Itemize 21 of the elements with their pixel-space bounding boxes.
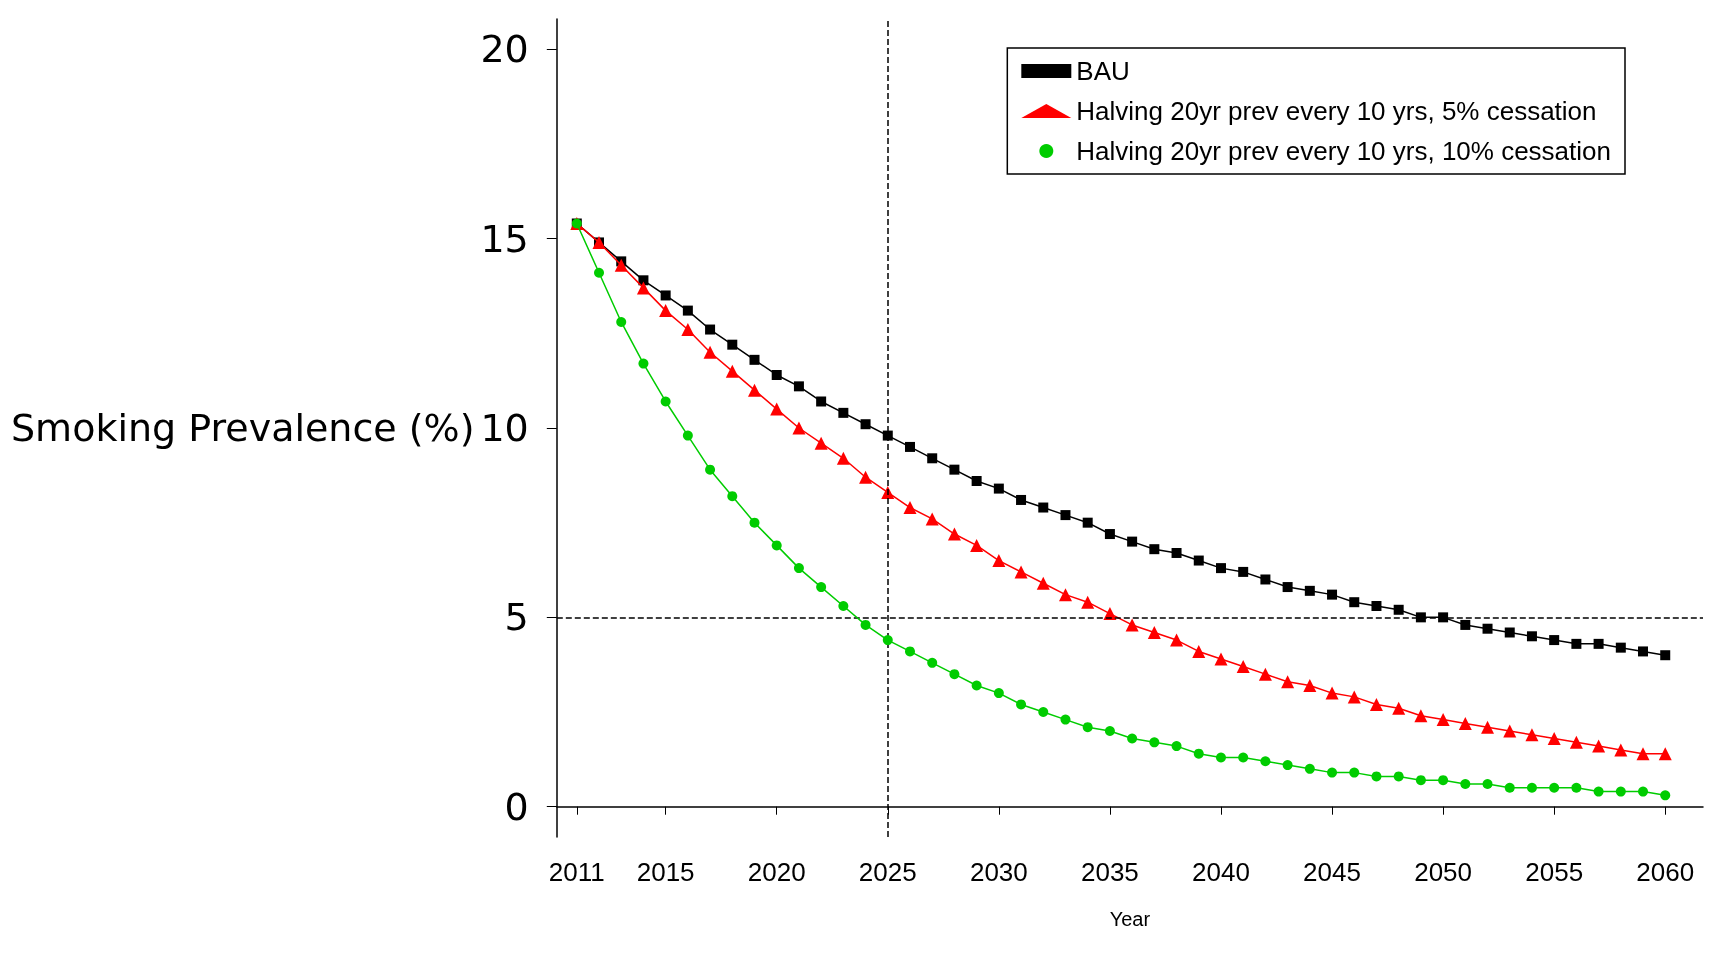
x-tick-label: 2035 [1080,857,1139,887]
x-tick-label: 2045 [1303,857,1361,887]
y-tick-label: 20 [480,27,529,72]
x-tick-label: 2030 [969,857,1028,887]
x-tick-label: 2020 [747,857,806,887]
x-tick-label: 2050 [1414,857,1473,887]
x-tick-label: 2055 [1525,857,1584,887]
y-tick-label: 15 [480,216,529,261]
legend-label: Halving 20yr prev every 10 yrs, 5% cessation [1076,96,1597,126]
x-tick-label: 2015 [636,857,695,887]
y-tick-label: 5 [504,595,529,640]
y-tick-label: 0 [504,784,529,829]
x-tick-label: 2011 [548,857,605,887]
y-tick-label: 10 [480,406,529,450]
legend-label: Halving 20yr prev every 10 yrs, 10% cessation [1076,136,1612,166]
x-tick-label: 2060 [1636,857,1695,887]
x-axis-title: Year [1109,908,1151,930]
legend-label: BAU [1076,56,1130,86]
x-tick-label: 2025 [858,857,917,887]
x-tick-label: 2040 [1192,857,1250,887]
y-axis-title: Smoking Prevalence (%) [11,406,475,450]
